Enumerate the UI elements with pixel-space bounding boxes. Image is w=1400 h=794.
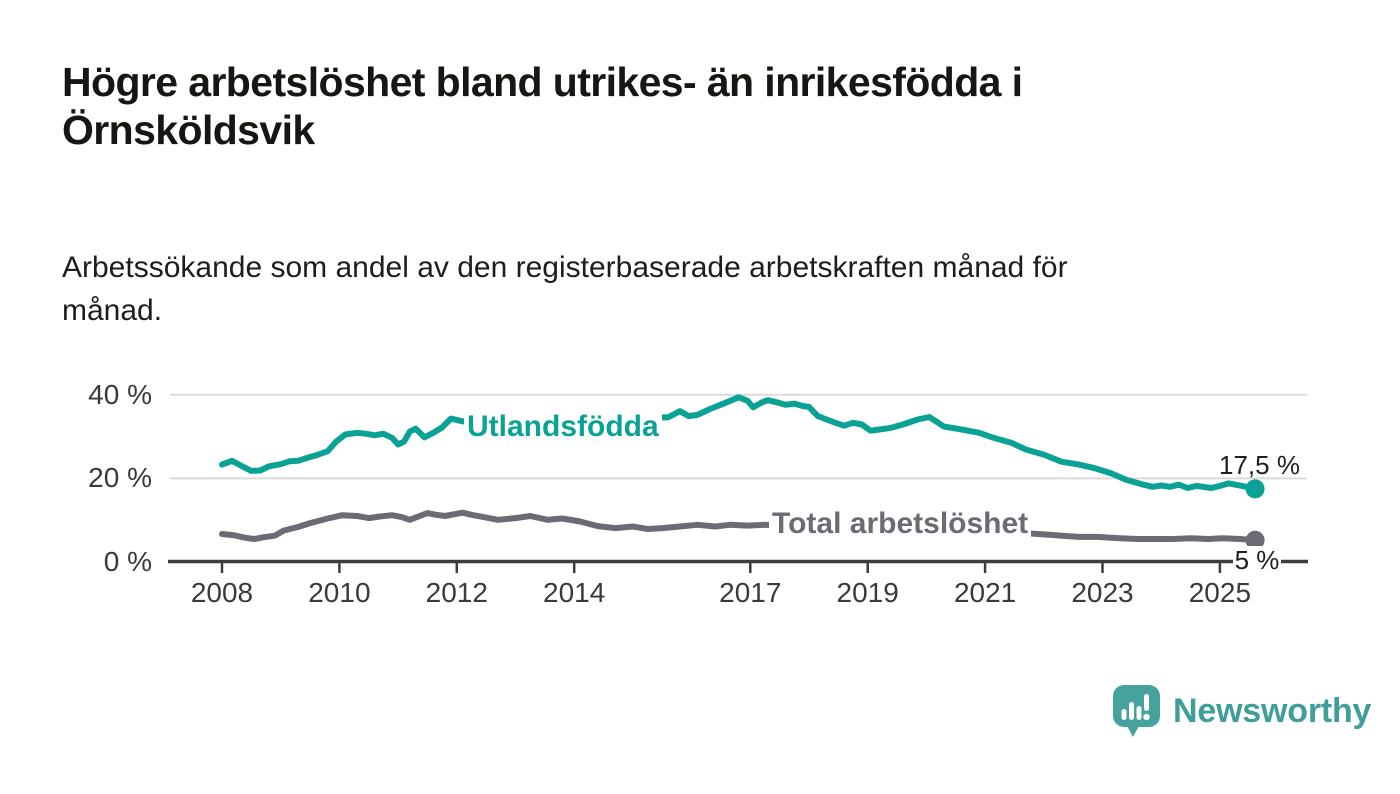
chart-subtitle: Arbetssökande som andel av den registerb…: [62, 246, 1322, 332]
newsworthy-logo-icon: [1113, 685, 1160, 737]
y-axis-tick-label-0: 0 %: [103, 546, 152, 577]
x-axis-tick-label-2012: 2012: [425, 577, 488, 608]
x-axis-tick-label-2019: 2019: [836, 577, 899, 608]
x-axis-tick-label-2008: 2008: [190, 577, 254, 608]
page-title: Högre arbetslöshet bland utrikes- än inr…: [62, 58, 1372, 155]
y-axis-tick-label-20: 20 %: [88, 462, 152, 494]
y-axis-tick-label-40: 40 %: [88, 378, 152, 410]
end-value-label-utlandsfodda: 17,5 %: [1219, 450, 1300, 480]
x-axis-tick-label-2021: 2021: [953, 577, 1017, 608]
end-value-label-total: 5 %: [1233, 545, 1281, 575]
series-label-utlandsfodda: Utlandsfödda: [464, 410, 662, 444]
series-label-total-arbetsloshet: Total arbetslöshet: [769, 507, 1032, 541]
page-title-line-1: Högre arbetslöshet bland utrikes- än inr…: [62, 59, 1023, 105]
page-title-line-2: Örnsköldsvik: [62, 107, 315, 154]
newsworthy-brand-text: Newsworthy: [1173, 691, 1372, 730]
x-axis-tick-label-2017: 2017: [719, 577, 782, 608]
newsworthy-brand: Newsworthy: [1112, 684, 1371, 738]
x-axis-tick-label-2023: 2023: [1071, 577, 1134, 608]
x-axis-tick-label-2025: 2025: [1188, 577, 1252, 608]
chart-subtitle-line-1: Arbetssökande som andel av den registerb…: [62, 251, 1068, 284]
x-axis-tick-label-2014: 2014: [543, 577, 606, 608]
x-axis-tick-label-2010: 2010: [308, 577, 371, 608]
chart-subtitle-line-2: månad.: [62, 294, 163, 328]
